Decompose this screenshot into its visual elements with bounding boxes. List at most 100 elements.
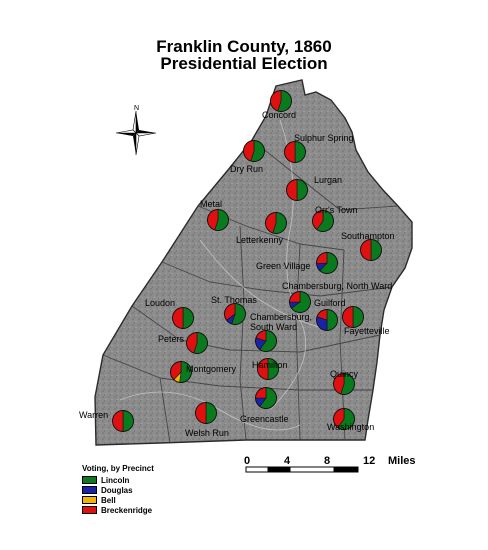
pie-outline bbox=[172, 307, 194, 329]
pie-outline bbox=[286, 179, 308, 201]
pie-outline bbox=[316, 252, 338, 274]
precinct-pie-metal bbox=[207, 209, 229, 231]
precinct-label-letterkenny: Letterkenny bbox=[236, 235, 284, 245]
map-title-line-1: Franklin County, 1860 bbox=[156, 37, 332, 56]
precinct-pie-montgomery bbox=[170, 361, 192, 383]
pie-outline bbox=[186, 332, 208, 354]
precinct-pie-orr-s-town bbox=[312, 210, 334, 232]
pie-outline bbox=[195, 402, 217, 424]
precinct-label-green-village: Green Village bbox=[256, 261, 310, 271]
scale-unit: Miles bbox=[388, 455, 416, 467]
scale-tick-labels: 0 4 8 12 Miles bbox=[244, 455, 486, 469]
legend-item-lincoln: Lincoln bbox=[82, 475, 154, 485]
pie-outline bbox=[284, 141, 306, 163]
precinct-pie-hamilton bbox=[257, 358, 279, 380]
legend-swatch bbox=[82, 506, 97, 514]
precinct-pie-peters bbox=[186, 332, 208, 354]
precinct-pie-loudon bbox=[172, 307, 194, 329]
pie-outline bbox=[265, 212, 287, 234]
pie-outline bbox=[255, 330, 277, 352]
precinct-label-peters: Peters bbox=[158, 334, 185, 344]
precinct-label-guilford: Guilford bbox=[314, 298, 346, 308]
precinct-label-st-thomas: St. Thomas bbox=[211, 295, 257, 305]
pie-outline bbox=[224, 303, 246, 325]
pie-outline bbox=[333, 408, 355, 430]
compass-north-label: N bbox=[134, 105, 139, 112]
precinct-pie-lurgan bbox=[286, 179, 308, 201]
legend-swatch bbox=[82, 496, 97, 504]
legend-swatch bbox=[82, 486, 97, 494]
precinct-label-orr-s-town: Orr's Town bbox=[315, 205, 358, 215]
map-title-line-2: Presidential Election bbox=[160, 54, 328, 73]
pie-outline bbox=[112, 410, 134, 432]
precinct-pie-dry-run bbox=[243, 140, 265, 162]
scale-tick-0: 0 bbox=[244, 455, 251, 467]
precinct-label-warren: Warren bbox=[79, 410, 108, 420]
legend-item-bell: Bell bbox=[82, 495, 154, 505]
precinct-label-greencastle: Greencastle bbox=[240, 414, 289, 424]
precinct-pie-quincy bbox=[333, 373, 355, 395]
legend-item-douglas: Douglas bbox=[82, 485, 154, 495]
precinct-label-dry-run: Dry Run bbox=[230, 164, 263, 174]
precinct-pie-concord bbox=[270, 90, 292, 112]
township-boundaries bbox=[102, 139, 399, 444]
pie-outline bbox=[255, 387, 277, 409]
precinct-label-chambersburg-south-ward: Chambersburg, South Ward bbox=[250, 312, 312, 332]
precinct-pie-green-village bbox=[316, 252, 338, 274]
legend-item-breckenridge: Breckenridge bbox=[82, 505, 154, 515]
precinct-label-concord: Concord bbox=[262, 110, 296, 120]
precinct-pie-chambersburg-south-ward bbox=[255, 330, 277, 352]
precinct-label-washington: Washington bbox=[327, 422, 374, 432]
precinct-label-welsh-run: Welsh Run bbox=[185, 428, 229, 438]
precinct-pie-sulphur-spring bbox=[284, 141, 306, 163]
precinct-label-layer: Concord Sulphur Spring Dry Run Lurgan Metal O… bbox=[79, 110, 395, 438]
precinct-pie-chambersburg-north-ward bbox=[289, 291, 311, 313]
scale-tick-12: 12 bbox=[363, 455, 376, 467]
legend: Voting, by Precinct Lincoln Douglas Bell… bbox=[82, 464, 154, 515]
streams bbox=[119, 119, 331, 431]
precinct-pie-layer bbox=[112, 90, 382, 432]
legend-label: Breckenridge bbox=[101, 505, 153, 515]
pie-outline bbox=[243, 140, 265, 162]
scale-tick-4: 4 bbox=[284, 455, 291, 467]
precinct-label-lurgan: Lurgan bbox=[314, 175, 342, 185]
precinct-label-quincy: Quincy bbox=[330, 369, 359, 379]
legend-label: Bell bbox=[101, 495, 116, 505]
pie-outline bbox=[257, 358, 279, 380]
precinct-pie-st-thomas bbox=[224, 303, 246, 325]
precinct-label-montgomery: Montgomery bbox=[186, 364, 237, 374]
precinct-pie-letterkenny bbox=[265, 212, 287, 234]
precinct-label-sulphur-spring: Sulphur Spring bbox=[294, 133, 354, 143]
precinct-label-fayetteville: Fayetteville bbox=[344, 326, 390, 336]
pie-outline bbox=[333, 373, 355, 395]
pie-outline bbox=[207, 209, 229, 231]
precinct-label-southampton: Southampton bbox=[341, 231, 395, 241]
precinct-pie-southampton bbox=[360, 239, 382, 261]
pie-outline bbox=[342, 306, 364, 328]
compass-rose-icon bbox=[115, 110, 157, 156]
pie-outline bbox=[289, 291, 311, 313]
legend-title: Voting, by Precinct bbox=[82, 464, 154, 473]
precinct-pie-warren bbox=[112, 410, 134, 432]
legend-label: Lincoln bbox=[101, 475, 130, 485]
pie-outline bbox=[360, 239, 382, 261]
precinct-pie-welsh-run bbox=[195, 402, 217, 424]
precinct-label-chambersburg-north-ward: Chambersburg, North Ward bbox=[282, 281, 392, 291]
pie-outline bbox=[312, 210, 334, 232]
scale-tick-8: 8 bbox=[324, 455, 331, 467]
pie-outline bbox=[170, 361, 192, 383]
pie-outline bbox=[316, 309, 338, 331]
precinct-pie-guilford bbox=[316, 309, 338, 331]
precinct-label-metal: Metal bbox=[200, 199, 222, 209]
pie-outline bbox=[270, 90, 292, 112]
scale-bar bbox=[245, 466, 359, 473]
precinct-label-loudon: Loudon bbox=[145, 298, 175, 308]
legend-label: Douglas bbox=[101, 485, 133, 495]
precinct-pie-washington bbox=[333, 408, 355, 430]
legend-swatch bbox=[82, 476, 97, 484]
precinct-label-hamilton: Hamilton bbox=[252, 360, 288, 370]
precinct-pie-fayetteville bbox=[342, 306, 364, 328]
precinct-pie-greencastle bbox=[255, 387, 277, 409]
